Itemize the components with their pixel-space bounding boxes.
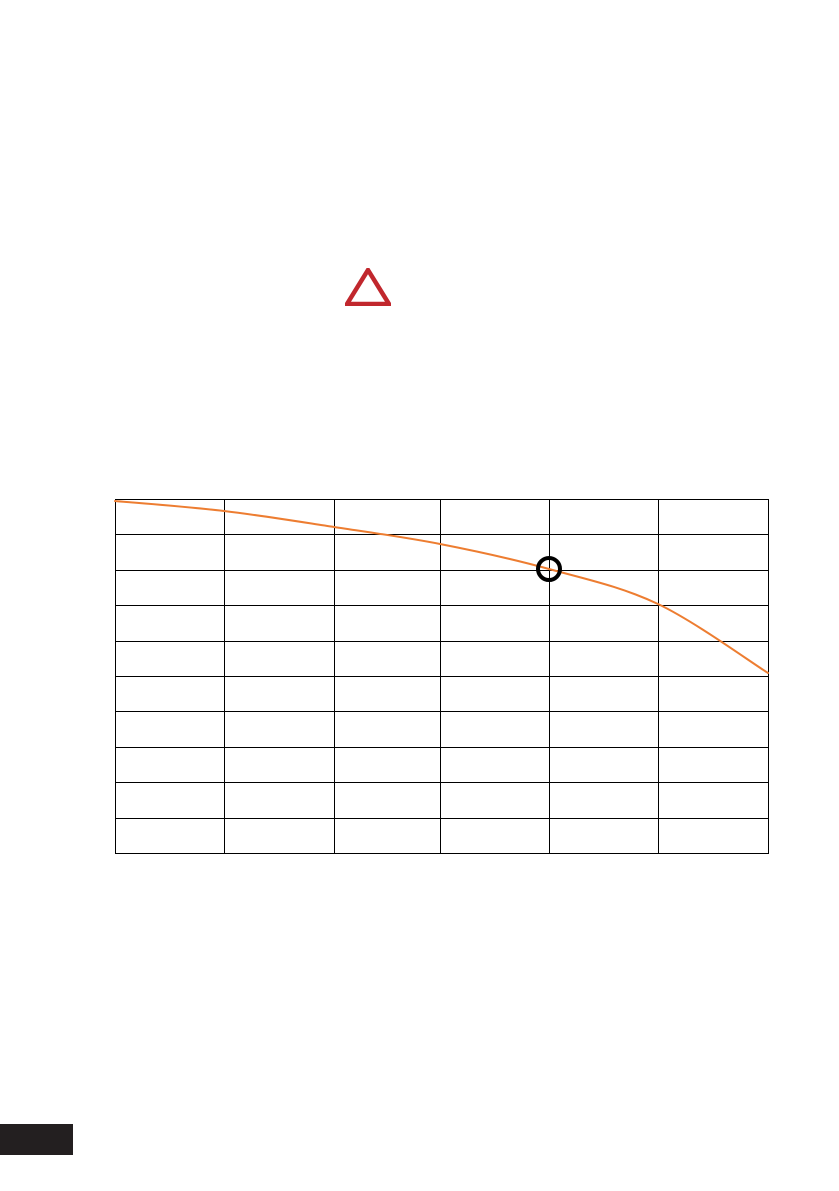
table-cell[interactable] [549, 534, 659, 571]
data-grid-body [115, 498, 769, 854]
table-cell[interactable] [334, 817, 441, 854]
table-cell[interactable] [224, 569, 335, 607]
table-cell[interactable] [549, 782, 659, 819]
table-cell[interactable] [549, 498, 659, 536]
table-cell[interactable] [658, 534, 769, 571]
table-row [115, 569, 769, 607]
table-cell[interactable] [440, 605, 550, 642]
table-cell[interactable] [334, 640, 441, 677]
table-cell[interactable] [440, 675, 550, 713]
table-cell[interactable] [224, 711, 335, 748]
table-cell[interactable] [658, 569, 769, 607]
table-cell[interactable] [658, 640, 769, 677]
table-cell[interactable] [549, 640, 659, 677]
table-cell[interactable] [334, 605, 441, 642]
table-cell[interactable] [115, 746, 225, 784]
table-cell[interactable] [334, 711, 441, 748]
table-cell[interactable] [549, 605, 659, 642]
table-row [115, 746, 769, 784]
table-row [115, 640, 769, 677]
table-cell[interactable] [549, 711, 659, 748]
table-cell[interactable] [334, 746, 441, 784]
table-row [115, 675, 769, 713]
table-cell[interactable] [440, 498, 550, 536]
table-cell[interactable] [334, 675, 441, 713]
table-cell[interactable] [115, 675, 225, 713]
table-cell[interactable] [549, 746, 659, 784]
table-cell[interactable] [224, 746, 335, 784]
data-grid [115, 498, 769, 854]
table-cell[interactable] [549, 569, 659, 607]
table-cell[interactable] [658, 675, 769, 713]
table-cell[interactable] [115, 711, 225, 748]
table-cell[interactable] [658, 817, 769, 854]
table-cell[interactable] [224, 782, 335, 819]
table-cell[interactable] [224, 605, 335, 642]
table-cell[interactable] [440, 640, 550, 677]
table-cell[interactable] [224, 817, 335, 854]
table-cell[interactable] [440, 569, 550, 607]
table-cell[interactable] [440, 711, 550, 748]
warning-triangle-svg [342, 265, 394, 307]
table-cell[interactable] [115, 498, 225, 536]
table-cell[interactable] [334, 782, 441, 819]
table-cell[interactable] [440, 782, 550, 819]
table-cell[interactable] [115, 640, 225, 677]
warning-triangle-icon [342, 265, 394, 307]
table-cell[interactable] [115, 605, 225, 642]
table-cell[interactable] [658, 711, 769, 748]
table-cell[interactable] [440, 817, 550, 854]
table-row [115, 498, 769, 536]
table-row [115, 605, 769, 642]
table-cell[interactable] [658, 605, 769, 642]
table-cell[interactable] [334, 534, 441, 571]
table-row [115, 817, 769, 854]
table-cell[interactable] [224, 675, 335, 713]
table-cell[interactable] [549, 817, 659, 854]
table-cell[interactable] [658, 498, 769, 536]
table-cell[interactable] [334, 498, 441, 536]
page-number-block [0, 1124, 73, 1155]
table-cell[interactable] [224, 640, 335, 677]
warning-triangle-shape [342, 265, 394, 307]
table-cell[interactable] [224, 498, 335, 536]
table-cell[interactable] [115, 569, 225, 607]
table-cell[interactable] [549, 675, 659, 713]
table-row [115, 534, 769, 571]
table-cell[interactable] [115, 782, 225, 819]
table-cell[interactable] [115, 817, 225, 854]
table-row [115, 782, 769, 819]
table-cell[interactable] [115, 534, 225, 571]
table-row [115, 711, 769, 748]
table-cell[interactable] [224, 534, 335, 571]
table-cell[interactable] [658, 782, 769, 819]
table-cell[interactable] [658, 746, 769, 784]
table-cell[interactable] [440, 534, 550, 571]
table-cell[interactable] [334, 569, 441, 607]
table-cell[interactable] [440, 746, 550, 784]
